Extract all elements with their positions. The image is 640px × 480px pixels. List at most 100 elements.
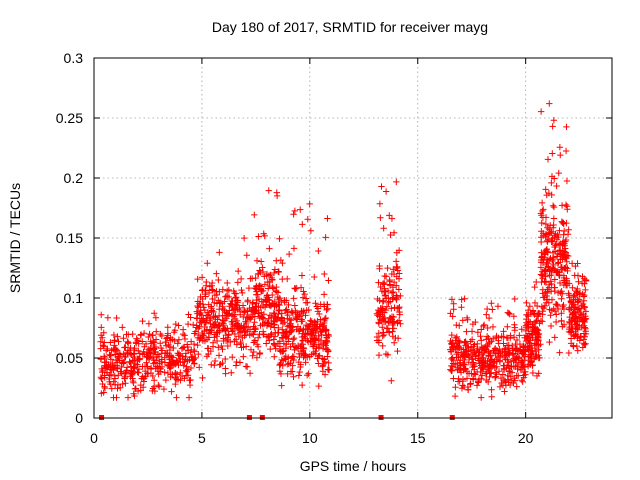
data-point	[239, 334, 246, 341]
data-point	[155, 381, 162, 389]
data-point	[278, 382, 285, 389]
data-point	[201, 323, 208, 331]
data-point	[516, 332, 523, 339]
data-point	[375, 279, 382, 286]
data-point	[459, 382, 466, 389]
data-point	[557, 151, 564, 159]
data-point	[206, 316, 214, 324]
data-point	[450, 306, 457, 313]
data-point	[268, 276, 276, 284]
data-point	[581, 291, 588, 299]
data-point	[150, 360, 157, 367]
data-point	[203, 353, 211, 360]
data-point	[152, 314, 160, 321]
data-point	[193, 308, 201, 315]
data-point	[251, 313, 259, 320]
data-point	[564, 231, 572, 238]
data-point	[489, 362, 497, 369]
data-point	[531, 283, 538, 291]
data-point	[265, 301, 273, 309]
data-point	[514, 347, 522, 354]
data-point	[458, 296, 465, 303]
data-point	[230, 313, 238, 320]
data-point	[256, 330, 263, 338]
data-point	[240, 343, 247, 351]
data-point	[284, 361, 291, 368]
data-point	[390, 229, 398, 236]
data-point	[456, 322, 463, 329]
data-point	[194, 302, 201, 310]
data-point	[250, 348, 257, 356]
data-point	[98, 311, 105, 318]
data-point	[113, 314, 120, 322]
data-point	[383, 325, 390, 332]
data-point	[379, 342, 386, 350]
data-point	[379, 298, 387, 305]
data-point	[567, 340, 575, 347]
data-point	[464, 386, 472, 393]
data-point	[215, 297, 222, 304]
data-point	[216, 306, 223, 313]
data-point	[572, 317, 579, 325]
data-point	[279, 334, 287, 342]
data-point	[452, 337, 459, 344]
data-point	[115, 372, 122, 379]
data-point	[537, 238, 545, 246]
data-point	[535, 310, 543, 317]
data-point	[382, 306, 390, 314]
data-point	[210, 321, 217, 329]
data-point	[312, 329, 319, 337]
data-point	[288, 355, 296, 362]
data-point	[149, 331, 157, 339]
data-point	[555, 259, 562, 266]
data-point	[582, 286, 589, 294]
data-point	[324, 305, 331, 313]
data-point	[267, 331, 274, 339]
data-point	[304, 337, 311, 344]
data-point	[270, 341, 278, 348]
data-point	[273, 189, 280, 196]
data-point	[306, 200, 313, 208]
data-point	[463, 314, 471, 322]
data-point	[107, 371, 115, 378]
data-point	[324, 215, 331, 222]
data-point	[448, 331, 455, 339]
data-point	[543, 261, 550, 269]
data-point	[390, 294, 397, 301]
data-point	[290, 211, 297, 218]
data-point	[213, 337, 221, 345]
data-point	[542, 214, 550, 221]
data-point	[557, 246, 564, 254]
data-point	[536, 354, 543, 362]
data-point	[154, 367, 162, 375]
data-point	[500, 376, 508, 384]
data-point	[101, 372, 108, 379]
data-point	[198, 319, 205, 326]
data-point	[284, 311, 291, 319]
data-point	[388, 270, 395, 278]
data-point	[325, 331, 332, 338]
data-point	[195, 325, 202, 332]
data-point	[124, 338, 131, 345]
data-point	[102, 364, 109, 371]
data-point	[246, 370, 254, 377]
data-point	[568, 260, 576, 267]
data-point	[173, 376, 180, 383]
data-point	[448, 296, 456, 303]
data-point	[170, 360, 177, 367]
data-point	[480, 322, 487, 330]
data-point	[129, 377, 137, 385]
data-point	[492, 351, 499, 359]
data-point	[379, 324, 386, 331]
data-point	[132, 360, 140, 368]
data-point	[219, 286, 226, 293]
data-point	[485, 334, 492, 342]
data-point	[539, 207, 546, 215]
data-point	[387, 298, 394, 305]
data-point	[566, 304, 573, 311]
data-point	[212, 314, 219, 321]
data-point	[552, 230, 559, 238]
data-point	[580, 322, 588, 329]
data-point	[198, 274, 206, 281]
data-point	[300, 326, 307, 333]
